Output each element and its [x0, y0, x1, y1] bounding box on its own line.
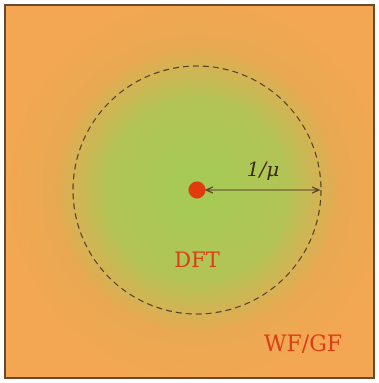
center-dot	[188, 181, 206, 199]
wf-gf-label: WF/GF	[264, 332, 342, 357]
dft-boundary-circle	[72, 65, 322, 315]
dft-label: DFT	[174, 248, 219, 272]
radius-label: 1/μ	[247, 157, 279, 181]
